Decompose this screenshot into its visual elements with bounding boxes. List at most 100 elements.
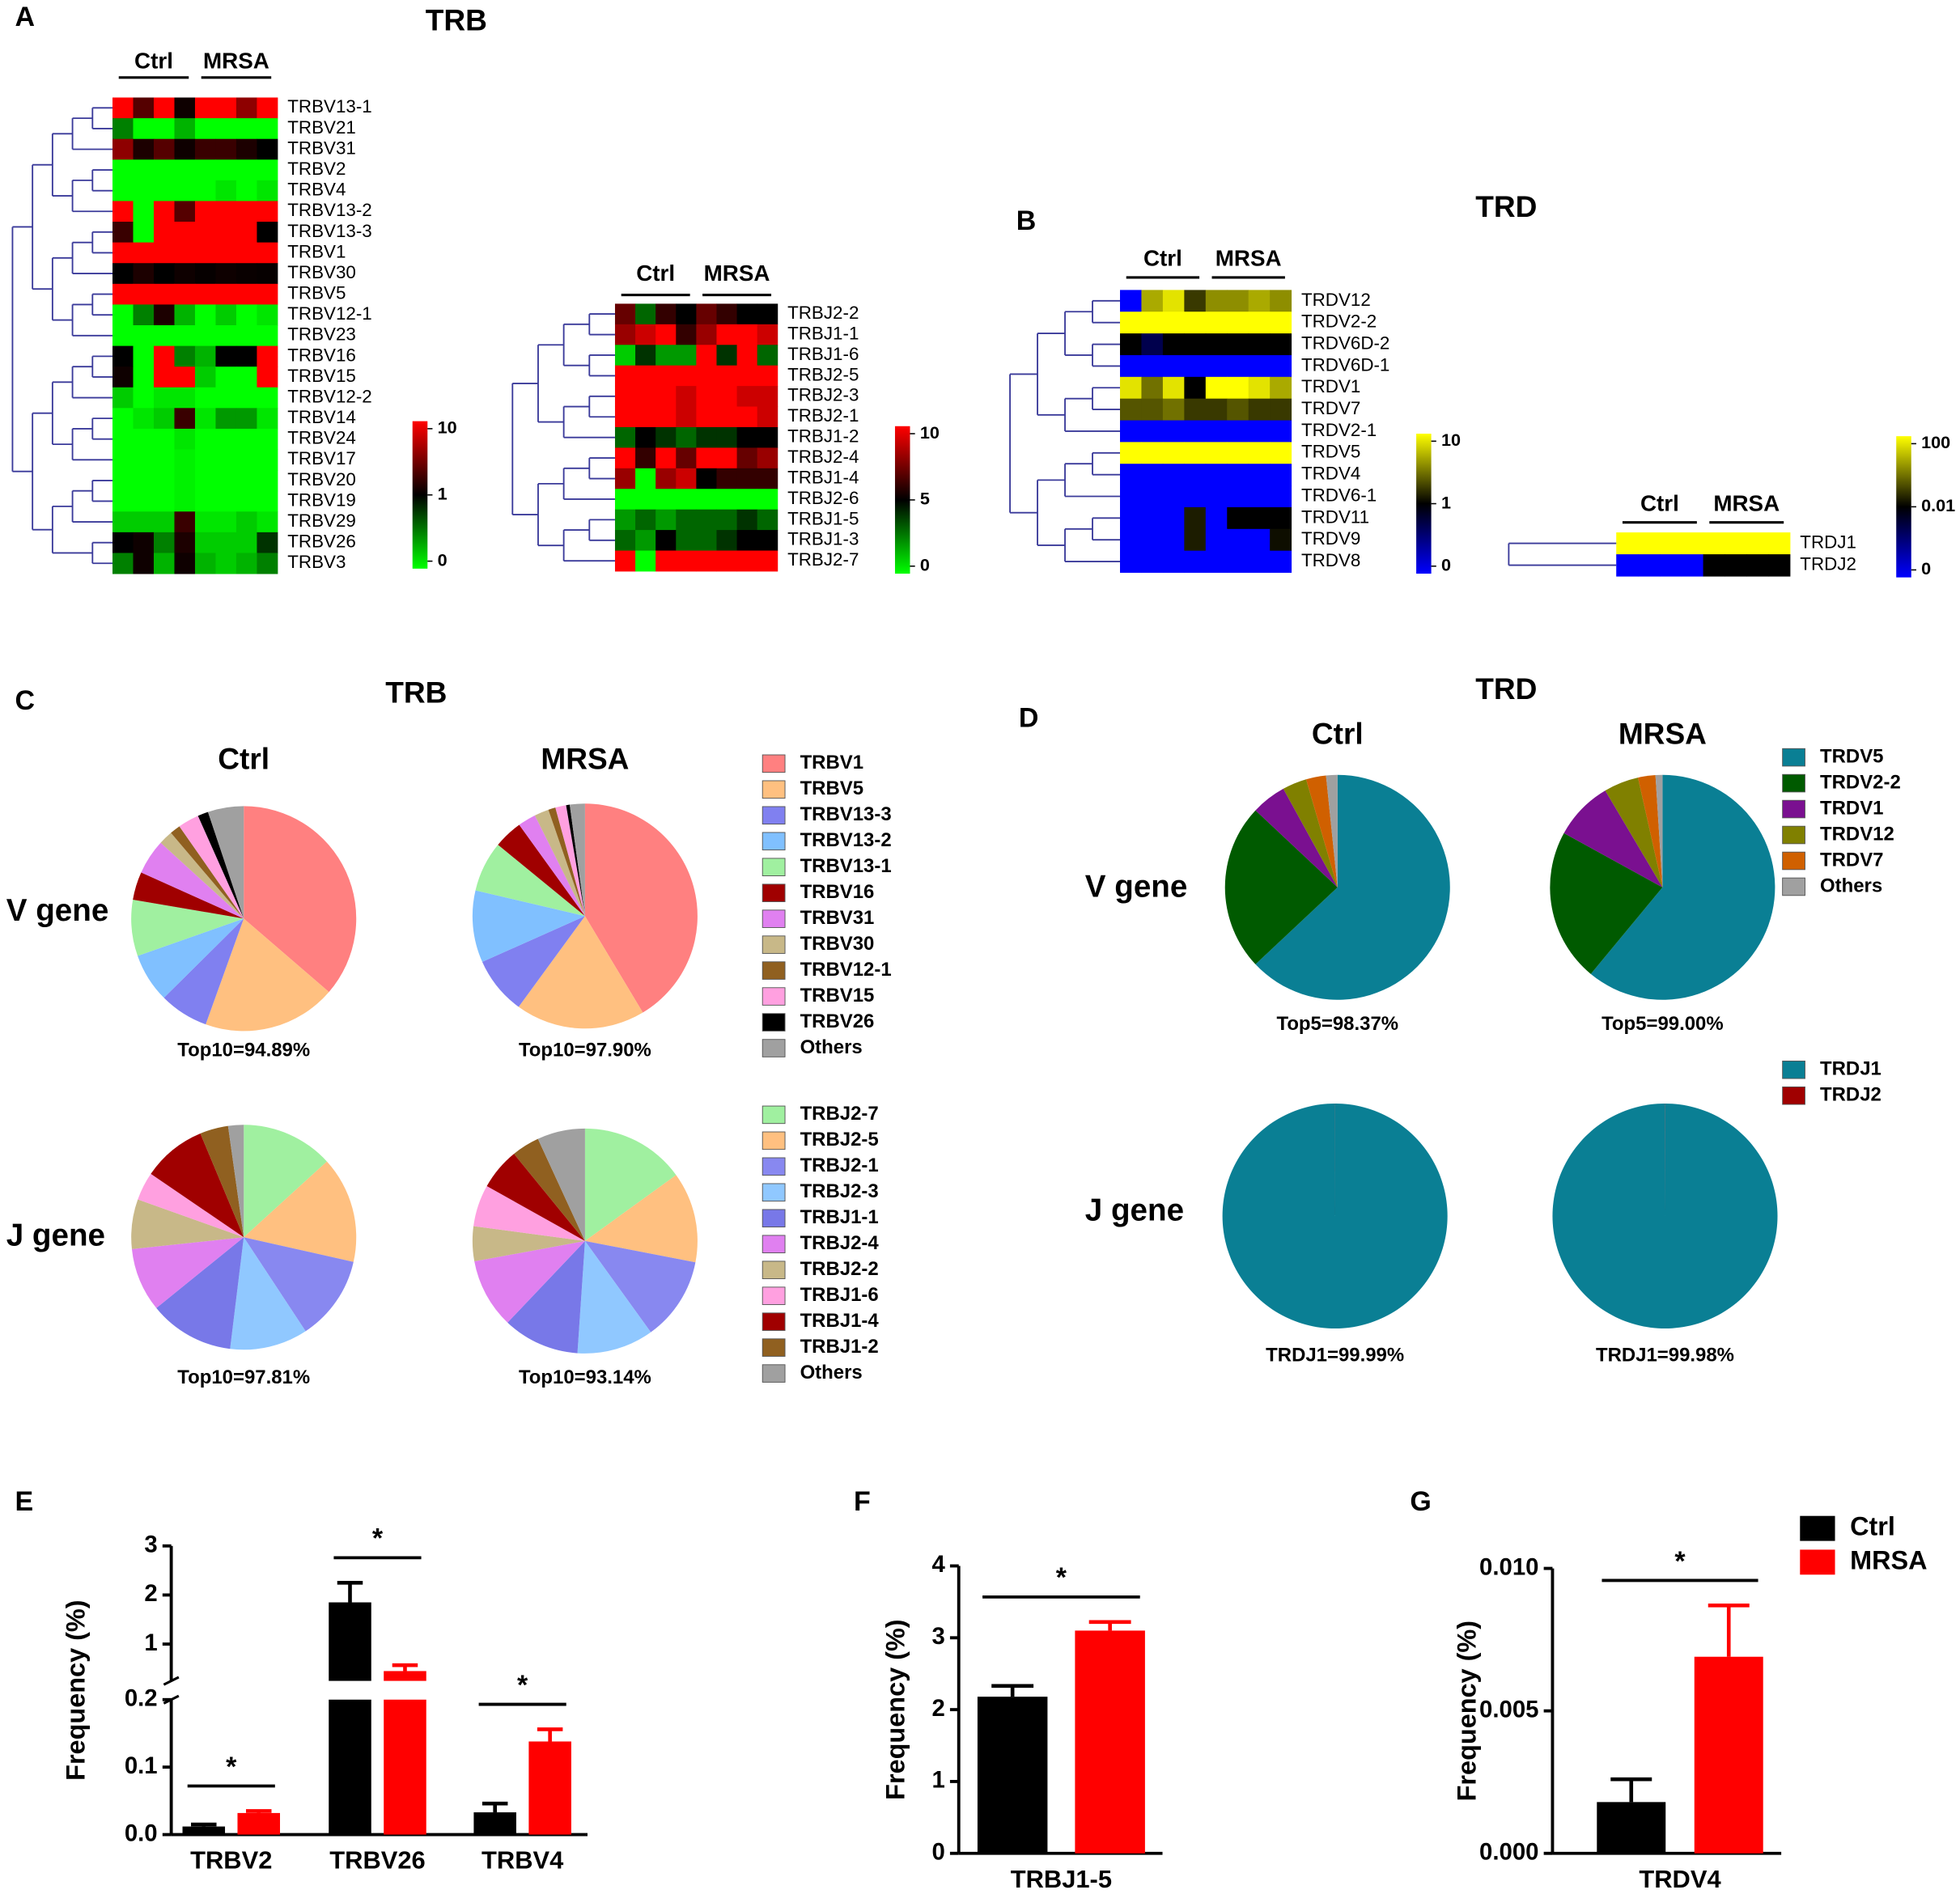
heatmap-cell bbox=[215, 118, 237, 140]
heatmap-cell bbox=[153, 345, 175, 367]
pie-slice bbox=[498, 824, 585, 917]
colorbar-label: 1 bbox=[438, 483, 448, 503]
pie-caption: TRDJ1=99.99% bbox=[1266, 1344, 1404, 1366]
heatmap-cell bbox=[1141, 506, 1164, 530]
heatmap-cell bbox=[1768, 532, 1791, 555]
heatmap-cell bbox=[133, 428, 155, 450]
heatmap-cell bbox=[153, 97, 175, 119]
heatmap-cell bbox=[174, 490, 196, 512]
row-label: TRDV1 bbox=[1301, 376, 1360, 396]
heatmap-cell bbox=[1270, 528, 1292, 552]
heatmap-cell bbox=[235, 428, 257, 450]
heatmap-cell bbox=[133, 324, 155, 347]
heatmap-cell bbox=[257, 428, 278, 450]
heatmap-cell bbox=[215, 324, 237, 347]
row-label: TRBV23 bbox=[287, 324, 356, 345]
heatmap-cell bbox=[655, 447, 677, 469]
heatmap-cell bbox=[1248, 442, 1271, 464]
legend-swatch bbox=[762, 1261, 786, 1279]
row-label: J gene bbox=[6, 1218, 105, 1252]
heatmap-cell bbox=[1184, 528, 1207, 552]
heatmap-cell bbox=[194, 532, 216, 553]
heatmap-cell bbox=[757, 509, 778, 531]
heatmap-cell bbox=[133, 201, 155, 222]
row-label: TRDJ1 bbox=[1800, 532, 1856, 553]
heatmap-cell bbox=[635, 426, 656, 448]
heatmap-cell bbox=[235, 367, 257, 388]
heatmap-cell bbox=[757, 345, 778, 367]
row-label: TRBJ2-2 bbox=[787, 303, 859, 323]
heatmap-cell bbox=[194, 118, 216, 140]
heatmap-cell bbox=[153, 553, 175, 574]
heatmap-cell bbox=[194, 511, 216, 533]
row-label: TRBV1 bbox=[287, 241, 346, 261]
panel-label: F bbox=[854, 1486, 871, 1517]
pie-slice bbox=[1605, 778, 1663, 888]
heatmap-cell bbox=[757, 386, 778, 407]
heatmap-cell bbox=[1227, 550, 1249, 573]
heatmap-cell bbox=[757, 489, 778, 511]
row-label: TRBJ1-1 bbox=[787, 323, 859, 343]
heatmap-cell bbox=[676, 386, 697, 407]
pie-slice bbox=[197, 811, 244, 919]
axis-break bbox=[163, 1676, 180, 1686]
heatmap-cell bbox=[215, 180, 237, 201]
heatmap-cell bbox=[1248, 485, 1271, 508]
heatmap-cell bbox=[676, 468, 697, 489]
group-label: Ctrl bbox=[1143, 246, 1182, 271]
heatmap-cell bbox=[257, 304, 278, 326]
heatmap-cell bbox=[1270, 398, 1292, 421]
heatmap-cell bbox=[1184, 354, 1207, 378]
heatmap-cell bbox=[215, 201, 237, 222]
legend-label: TRBV5 bbox=[800, 778, 863, 799]
pie-slice bbox=[518, 916, 643, 1029]
heatmap-cell bbox=[1227, 354, 1249, 378]
legend-swatch bbox=[762, 961, 786, 980]
pie-caption: Top10=94.89% bbox=[177, 1039, 310, 1061]
y-axis-label: Frequency (%) bbox=[61, 1600, 90, 1780]
heatmap-cell bbox=[716, 550, 738, 572]
heatmap-cell bbox=[194, 367, 216, 388]
colorbar-label: 0 bbox=[1921, 558, 1931, 578]
heatmap-cell bbox=[1141, 290, 1164, 312]
heatmap-cell bbox=[112, 304, 134, 326]
heatmap-cell bbox=[736, 489, 758, 511]
y-tick-label: 1 bbox=[931, 1767, 944, 1794]
heatmap-cell bbox=[235, 263, 257, 285]
heatmap-cell bbox=[1184, 398, 1207, 421]
heatmap-cell bbox=[676, 406, 697, 428]
heatmap-cell bbox=[1270, 420, 1292, 443]
heatmap-cell bbox=[736, 345, 758, 367]
heatmap-cell bbox=[194, 470, 216, 492]
heatmap-cell bbox=[257, 553, 278, 574]
heatmap-cell bbox=[194, 304, 216, 326]
heatmap-cell bbox=[1120, 376, 1142, 400]
legend-swatch bbox=[762, 754, 786, 773]
heatmap-cell bbox=[655, 468, 677, 489]
heatmap-cell bbox=[174, 470, 196, 492]
pie-caption: Top10=93.14% bbox=[519, 1366, 651, 1388]
heatmap-cell bbox=[1205, 442, 1228, 464]
row-label: TRBV19 bbox=[287, 489, 356, 510]
heatmap-cell bbox=[235, 490, 257, 512]
heatmap-cell bbox=[1141, 528, 1164, 552]
heatmap-cell bbox=[1184, 485, 1207, 508]
heatmap-cell bbox=[133, 387, 155, 409]
pie-slice bbox=[1563, 790, 1663, 888]
heatmap-cell bbox=[1248, 550, 1271, 573]
heatmap-cell bbox=[257, 324, 278, 347]
column-title: Ctrl bbox=[1312, 717, 1364, 751]
heatmap-cell bbox=[736, 303, 758, 325]
pie-slice bbox=[244, 1161, 357, 1262]
heatmap-cell bbox=[174, 345, 196, 367]
heatmap-cell bbox=[614, 426, 636, 448]
heatmap-cell bbox=[174, 511, 196, 533]
panel-label: C bbox=[15, 685, 36, 716]
heatmap-cell bbox=[1184, 290, 1207, 312]
heatmap-cell bbox=[736, 406, 758, 428]
heatmap-cell bbox=[112, 408, 134, 430]
heatmap-cell bbox=[736, 550, 758, 572]
row-label: TRBV21 bbox=[287, 117, 356, 138]
panel-title: TRB bbox=[385, 676, 447, 710]
heatmap-cell bbox=[655, 303, 677, 325]
